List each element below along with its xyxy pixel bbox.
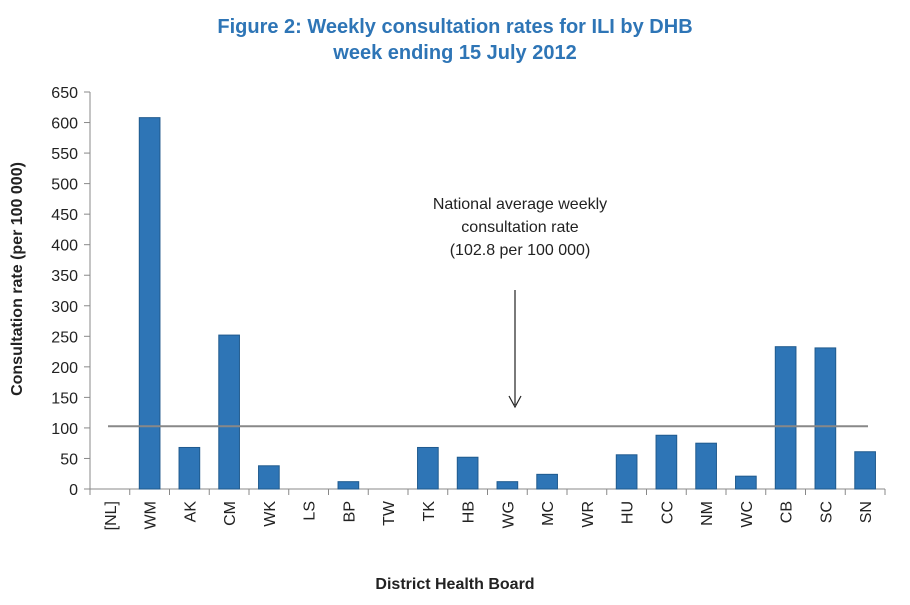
x-tick-label: AK [182, 501, 199, 523]
y-tick-label: 350 [51, 268, 78, 285]
y-tick-label: 550 [51, 146, 78, 163]
bar-wk [258, 465, 280, 490]
y-tick-label: 400 [51, 238, 78, 255]
x-tick-label: WG [500, 501, 517, 529]
bar-tk [417, 446, 439, 490]
y-tick-label: 100 [51, 421, 78, 438]
bar-wm [138, 117, 161, 490]
bar-sc [814, 347, 837, 490]
y-tick-label: 600 [51, 116, 78, 133]
x-tick-label: CM [222, 501, 239, 526]
y-tick-label: 650 [51, 85, 78, 102]
x-tick-label: SN [858, 501, 875, 523]
x-tick-label: HU [620, 501, 637, 524]
x-tick-label: CB [779, 501, 796, 523]
x-tick-label: WK [262, 501, 279, 527]
x-tick-label: MC [540, 501, 557, 526]
x-tick-label: HB [461, 501, 478, 523]
y-tick-label: 200 [51, 360, 78, 377]
bar-hb [456, 456, 479, 490]
y-tick-label: 50 [60, 451, 78, 468]
x-tick-label: TK [421, 501, 438, 522]
x-tick-label: WC [739, 501, 756, 528]
bar-sn [854, 451, 876, 490]
x-tick-label: SC [818, 501, 835, 523]
annotation-arrow-head [508, 395, 522, 409]
bar-cb [774, 346, 797, 490]
y-tick-label: 500 [51, 177, 78, 194]
bar-cc [655, 434, 678, 490]
y-tick-label: 150 [51, 390, 78, 407]
bar-mc [536, 473, 558, 490]
bar-bp [337, 481, 360, 490]
chart-subtitle: week ending 15 July 2012 [333, 42, 577, 64]
x-tick-label: BP [341, 501, 358, 522]
x-tick-label: CC [659, 501, 676, 524]
bar-wc [735, 475, 757, 490]
annotation-line-3: (102.8 per 100 000) [449, 242, 591, 259]
y-tick-label: 0 [69, 482, 78, 499]
x-tick-label: TW [381, 500, 398, 526]
chart-title: Figure 2: Weekly consultation rates for … [217, 16, 693, 38]
bar-nm [695, 442, 717, 490]
annotation-line-1: National average weekly [432, 196, 608, 213]
bar-wg [496, 481, 519, 490]
x-tick-label: LS [302, 501, 319, 521]
bar-ak [178, 446, 201, 490]
x-tick-label: [NL] [103, 501, 120, 530]
x-tick-label: NM [699, 501, 716, 526]
bar-hu [615, 454, 638, 490]
x-tick-label: WR [580, 501, 597, 528]
x-axis-label: District Health Board [375, 576, 535, 593]
y-tick-label: 250 [51, 329, 78, 346]
bar-cm [218, 334, 240, 490]
y-tick-label: 450 [51, 207, 78, 224]
y-tick-label: 300 [51, 299, 78, 316]
x-tick-label: WM [143, 501, 160, 529]
annotation-line-2: consultation rate [461, 219, 579, 236]
